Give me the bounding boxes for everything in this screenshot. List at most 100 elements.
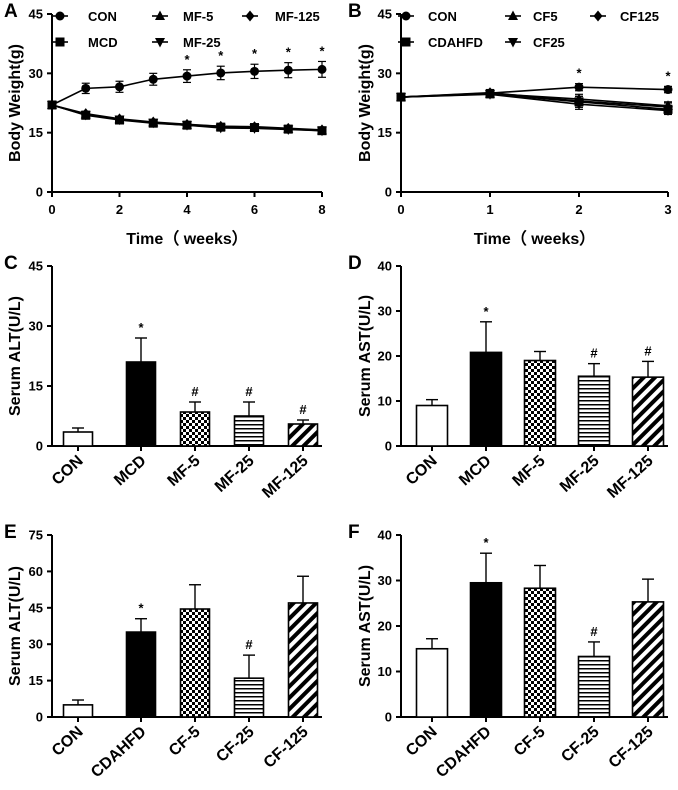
y-tick-label: 75: [29, 528, 43, 543]
panel-letter: E: [4, 522, 17, 543]
bar-cf-5: [179, 608, 211, 718]
y-tick-label: 30: [378, 304, 392, 319]
x-tick-label: 0: [397, 202, 404, 217]
x-category-label: MF-125: [604, 452, 656, 502]
data-point: [115, 113, 124, 125]
legend-item: CF125: [590, 9, 659, 24]
data-point: [47, 99, 57, 111]
x-category-label: CON: [49, 452, 87, 488]
y-tick-label: 15: [29, 125, 43, 140]
significance-marker: #: [590, 346, 598, 361]
data-point: [283, 122, 293, 134]
data-point: [250, 66, 259, 76]
bar-cdahfd: [125, 631, 157, 718]
bar-con: [62, 431, 94, 447]
data-point: [485, 87, 495, 99]
legend-label: CF5: [533, 9, 558, 24]
significance-marker: *: [138, 601, 144, 616]
panel-letter: C: [4, 253, 18, 274]
y-axis-title: Serum ALT(U/L): [7, 566, 24, 686]
bar-mf-25: [233, 415, 265, 447]
y-tick-label: 15: [29, 379, 43, 394]
significance-marker: *: [252, 46, 258, 61]
legend-label: CDAHFD: [428, 35, 483, 50]
bar-mcd: [469, 351, 503, 447]
y-tick-label: 0: [385, 710, 392, 725]
legend: CON MCD MF-5 MF-25 MF-125: [52, 9, 320, 50]
x-category-label: CF-25: [213, 723, 257, 765]
series-line: [400, 91, 669, 108]
x-category-label: CON: [403, 723, 441, 759]
significance-marker: #: [245, 384, 253, 399]
y-axis-title: Serum AST(U/L): [357, 565, 374, 687]
x-axis-title: Time（ weeks）: [474, 230, 596, 248]
x-tick-label: 2: [575, 202, 582, 217]
panel-a-line-chart: A 0 15 30 45 Body Weight(g) 0 2 4 6 8 Time（ weeks） *…: [4, 1, 327, 248]
x-category-label: MF-25: [557, 452, 603, 496]
legend-marker: [155, 10, 165, 20]
bar-mf-5: [523, 359, 557, 447]
legend-item: MF-5: [152, 9, 213, 24]
y-tick-label: 60: [29, 564, 43, 579]
series-cf125: [396, 87, 673, 113]
legend-marker: [401, 37, 411, 47]
legend-marker: [593, 10, 603, 22]
bar-cdahfd: [469, 581, 503, 718]
significance-marker: *: [483, 535, 489, 550]
significance-marker: #: [245, 637, 253, 652]
panel-c-bar-chart: C 0 15 30 45 Serum ALT(U/L) CON * MCD # MF-5 # MF-25…: [4, 253, 322, 502]
data-point: [663, 101, 673, 113]
x-category-label: MF-125: [259, 452, 311, 502]
x-tick-label: 8: [318, 202, 325, 217]
x-category-label: CDAHFD: [433, 723, 495, 781]
bar-cf-125: [631, 601, 665, 718]
bar-mf-125: [631, 376, 665, 447]
data-point: [81, 108, 91, 120]
data-point: [115, 82, 124, 92]
legend-marker: [508, 10, 518, 20]
data-point: [182, 71, 192, 81]
y-tick-label: 0: [36, 185, 43, 200]
y-axis-title: Body Weight(g): [357, 44, 374, 162]
y-tick-label: 20: [378, 619, 392, 634]
significance-marker: *: [665, 68, 671, 83]
y-tick-label: 45: [29, 7, 43, 22]
significance-marker: *: [286, 45, 292, 60]
significance-marker: *: [184, 52, 190, 67]
data-point: [574, 82, 584, 92]
y-tick-label: 45: [29, 259, 43, 274]
x-category-label: CF-5: [511, 723, 549, 759]
x-category-label: MF-25: [212, 452, 258, 496]
legend-label: CON: [428, 9, 457, 24]
x-tick-label: 0: [48, 202, 55, 217]
y-axis-title: Serum ALT(U/L): [7, 296, 24, 416]
y-tick-label: 10: [378, 664, 392, 679]
legend-label: MCD: [88, 35, 118, 50]
legend-marker: [55, 11, 65, 21]
legend-item: MF-25: [152, 35, 221, 50]
legend-item: CON: [398, 9, 457, 24]
legend-label: MF-125: [275, 9, 320, 24]
x-category-label: CDAHFD: [88, 723, 150, 781]
legend-item: CF5: [505, 9, 558, 24]
significance-marker: *: [138, 320, 144, 335]
y-tick-label: 45: [378, 7, 392, 22]
y-axis-title: Body Weight(g): [7, 44, 24, 162]
x-tick-label: 6: [251, 202, 258, 217]
legend-item: MCD: [52, 35, 118, 50]
panel-letter: F: [348, 522, 360, 543]
y-tick-label: 0: [36, 710, 43, 725]
x-category-label: MCD: [111, 452, 149, 489]
bar-con: [415, 404, 449, 447]
bar-con: [62, 704, 94, 718]
bar-cf-25: [233, 677, 265, 718]
y-tick-label: 30: [378, 66, 392, 81]
legend-marker: [55, 37, 65, 47]
data-point: [182, 118, 192, 130]
y-tick-label: 30: [378, 573, 392, 588]
y-tick-label: 15: [29, 673, 43, 688]
legend-item: MF-125: [242, 9, 320, 24]
legend-label: CF125: [620, 9, 659, 24]
bar-cf-5: [523, 587, 557, 718]
x-category-label: CF-5: [166, 723, 204, 759]
